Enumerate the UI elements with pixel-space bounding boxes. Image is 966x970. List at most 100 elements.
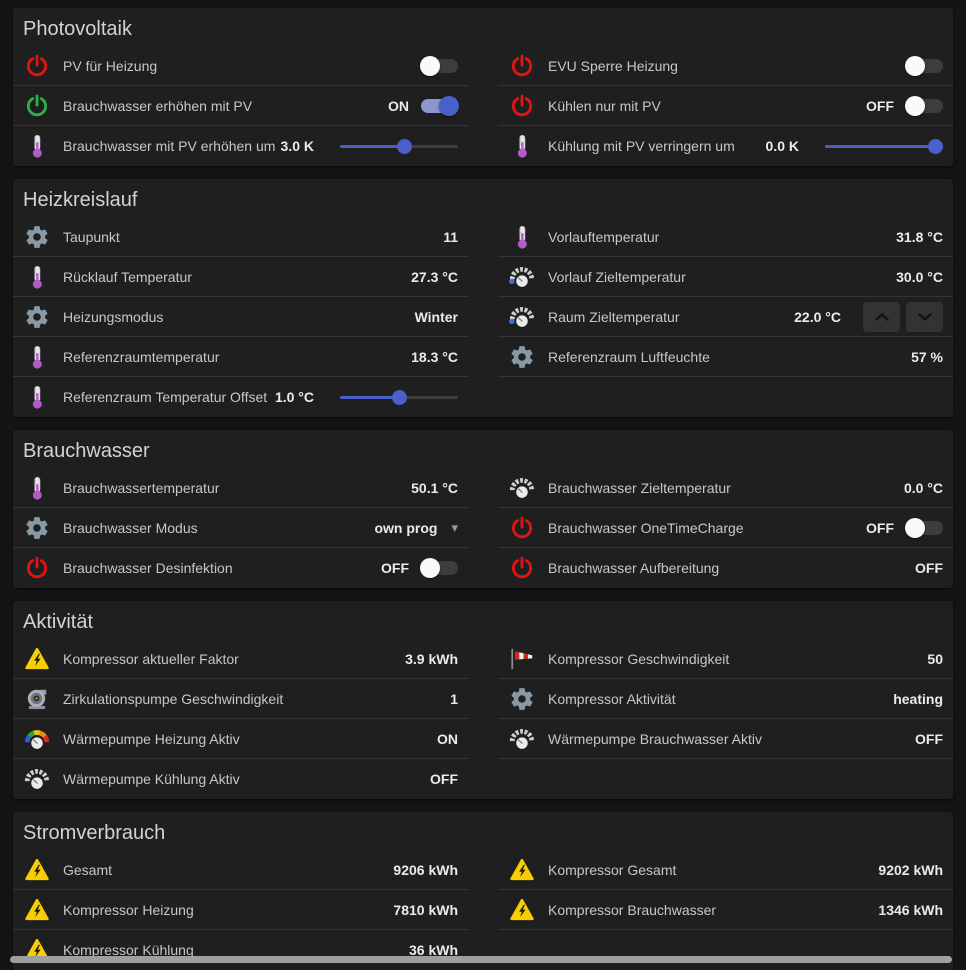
thermometer-icon xyxy=(23,474,50,501)
card-title: Aktivität xyxy=(13,601,953,639)
chevron-up-icon xyxy=(875,309,889,324)
row-label: Kompressor Brauchwasser xyxy=(548,902,878,918)
row-label: PV für Heizung xyxy=(63,58,421,74)
toggle-switch[interactable] xyxy=(906,59,943,73)
horizontal-scrollbar-thumb[interactable] xyxy=(10,956,952,963)
warning-voltage-icon xyxy=(508,896,535,923)
slider-knob[interactable] xyxy=(397,139,412,154)
row-value: heating xyxy=(893,691,943,707)
row-label: Gesamt xyxy=(63,862,393,878)
toggle-switch[interactable] xyxy=(906,99,943,113)
toggle-state-text: OFF xyxy=(381,560,409,576)
row-value: 9202 kWh xyxy=(878,862,943,878)
power-red-icon xyxy=(508,514,535,541)
thermometer-icon xyxy=(23,263,50,290)
row-value: 1346 kWh xyxy=(878,902,943,918)
dial-grey-icon xyxy=(23,766,50,793)
row-label: Referenzraumtemperatur xyxy=(63,349,411,365)
row-label: Wärmepumpe Brauchwasser Aktiv xyxy=(548,731,915,747)
row-label: Referenzraum Temperatur Offset xyxy=(63,389,275,405)
row-label: Kühlen nur mit PV xyxy=(548,98,866,114)
thermometer-icon xyxy=(23,343,50,370)
warning-voltage-icon xyxy=(508,856,535,883)
slider[interactable] xyxy=(340,136,458,156)
row-label: Kompressor Aktivität xyxy=(548,691,893,707)
slider[interactable] xyxy=(340,387,458,407)
row-label: Kompressor Gesamt xyxy=(548,862,878,878)
row-label: Rücklauf Temperatur xyxy=(63,269,411,285)
power-green-icon xyxy=(23,92,50,119)
row-value: 9206 kWh xyxy=(393,862,458,878)
row-value: 7810 kWh xyxy=(393,902,458,918)
row-label: Brauchwasser Aufbereitung xyxy=(548,560,915,576)
gear-icon xyxy=(23,303,50,330)
row-value: 1 xyxy=(450,691,458,707)
stepper-buttons xyxy=(857,302,943,332)
card-title: Photovoltaik xyxy=(13,8,953,46)
toggle-switch[interactable] xyxy=(906,521,943,535)
row-label: Brauchwasser Desinfektion xyxy=(63,560,381,576)
row-label: Vorlauf Zieltemperatur xyxy=(548,269,896,285)
row-label: Raum Zieltemperatur xyxy=(548,309,794,325)
toggle-switch[interactable] xyxy=(421,561,458,575)
row-label: Brauchwassertemperatur xyxy=(63,480,411,496)
slider-value: 1.0 °C xyxy=(275,389,314,405)
row-value: 50.1 °C xyxy=(411,480,458,496)
stepper-value: 22.0 °C xyxy=(794,309,841,325)
row-label: Brauchwasser Zieltemperatur xyxy=(548,480,904,496)
dropdown[interactable]: own prog▾ xyxy=(374,520,458,536)
slider-knob[interactable] xyxy=(928,139,943,154)
row-label: Kompressor Geschwindigkeit xyxy=(548,651,927,667)
toggle-switch[interactable] xyxy=(421,99,458,113)
gear-icon xyxy=(23,514,50,541)
row-label: Heizungsmodus xyxy=(63,309,415,325)
row-evu-sperre-heizung: EVU Sperre Heizung xyxy=(498,46,953,86)
increase-button[interactable] xyxy=(863,302,900,332)
slider[interactable] xyxy=(825,136,943,156)
slider-value: 3.0 K xyxy=(281,138,314,154)
toggle-knob xyxy=(905,56,925,76)
thermometer-icon xyxy=(23,384,50,411)
slider-knob[interactable] xyxy=(392,390,407,405)
slider-value: 0.0 K xyxy=(766,138,799,154)
toggle-switch[interactable] xyxy=(421,59,458,73)
warning-voltage-icon xyxy=(23,856,50,883)
dial-color-icon xyxy=(23,725,50,752)
row-value: ON xyxy=(437,731,458,747)
row-value: OFF xyxy=(915,731,943,747)
toggle-knob xyxy=(420,56,440,76)
row-label: Brauchwasser Modus xyxy=(63,520,374,536)
dial-grey-icon xyxy=(508,725,535,752)
slider-fill xyxy=(340,396,399,399)
decrease-button[interactable] xyxy=(906,302,943,332)
toggle-state-text: OFF xyxy=(866,98,894,114)
toggle-state-text: ON xyxy=(388,98,409,114)
row-value: OFF xyxy=(915,560,943,576)
row-value: 18.3 °C xyxy=(411,349,458,365)
power-red-icon xyxy=(508,52,535,79)
row-label: EVU Sperre Heizung xyxy=(548,58,906,74)
